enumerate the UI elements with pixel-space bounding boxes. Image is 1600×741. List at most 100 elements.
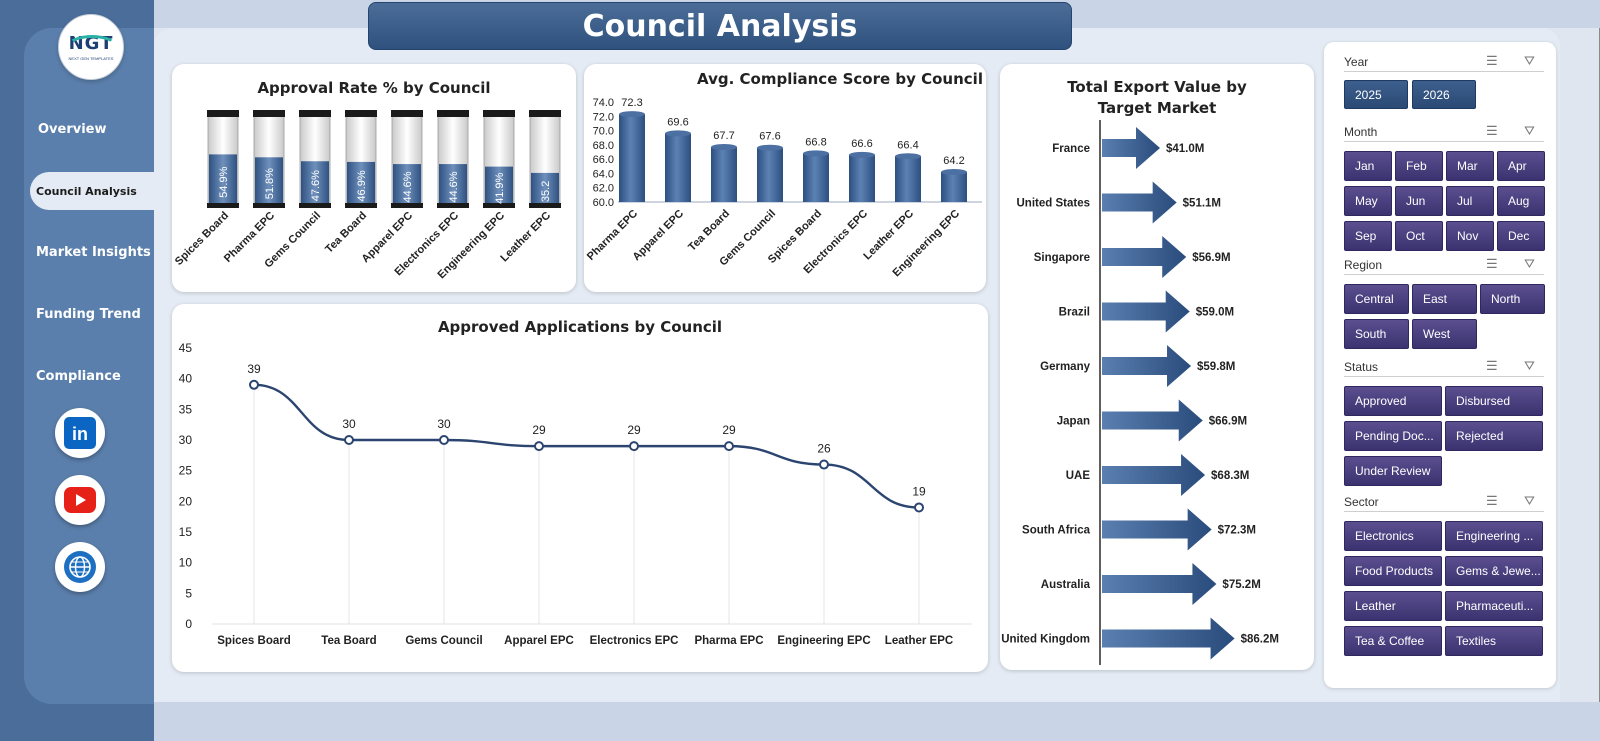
applications-point [914, 502, 924, 513]
slicer-region-option-west[interactable]: West [1412, 319, 1477, 349]
approval-bar [347, 161, 375, 203]
slicer-sector-option-tea-coffee[interactable]: Tea & Coffee [1344, 626, 1442, 656]
slicer-sector-option-engineering[interactable]: Engineering ... [1445, 521, 1543, 551]
multi-select-icon[interactable]: ☰ [1486, 358, 1498, 373]
export-value-card: Total Export Value by Target Market Fran… [1000, 64, 1314, 670]
slicer-month-option-oct[interactable]: Oct [1395, 221, 1443, 251]
approval-rate-title: Approval Rate % by Council [257, 79, 491, 97]
slicer-status-option-approved[interactable]: Approved [1344, 386, 1442, 416]
applications-category-label: Spices Board [217, 635, 291, 647]
multi-select-icon[interactable]: ☰ [1486, 53, 1498, 68]
svg-text:in: in [72, 424, 88, 444]
slicer-month-option-may[interactable]: May [1344, 186, 1392, 216]
nav-council-analysis[interactable]: Council Analysis [36, 185, 137, 198]
export-data-label: $41.0M [1166, 143, 1204, 155]
approval-bar [485, 166, 513, 203]
slicer-sector-option-electronics[interactable]: Electronics [1344, 521, 1442, 551]
export-data-label: $72.3M [1218, 525, 1256, 537]
approval-category-label: Spices Board [173, 210, 231, 268]
sidebar-panel [24, 28, 154, 704]
applications-data-label: 26 [817, 442, 831, 456]
compliance-bar-top [665, 130, 691, 137]
tube-cap [345, 110, 377, 117]
slicer-status-option-disbursed[interactable]: Disbursed [1445, 386, 1543, 416]
slicer-status-option-under-review[interactable]: Under Review [1344, 456, 1442, 486]
tube-base [437, 203, 469, 208]
applications-data-label: 29 [532, 423, 546, 437]
nav-market-insights[interactable]: Market Insights [36, 245, 151, 260]
slicer-sector-option-textiles[interactable]: Textiles [1445, 626, 1543, 656]
slicer-sector-option-pharmaceuti[interactable]: Pharmaceuti... [1445, 591, 1543, 621]
applications-data-label: 19 [912, 484, 926, 498]
nav-active-tab[interactable] [30, 172, 158, 210]
youtube-button[interactable] [55, 475, 105, 525]
slicer-month-option-jan[interactable]: Jan [1344, 151, 1392, 181]
website-button[interactable] [55, 542, 105, 592]
multi-select-icon[interactable]: ☰ [1486, 123, 1498, 138]
compliance-ytick: 72.0 [593, 111, 614, 123]
clear-filter-icon[interactable]: ⛛ [1524, 358, 1535, 373]
linkedin-button[interactable]: in [55, 408, 105, 458]
applications-data-label: 39 [247, 362, 261, 376]
slicer-year-option-2025[interactable]: 2025 [1344, 80, 1408, 109]
slicer-month-option-sep[interactable]: Sep [1344, 221, 1392, 251]
nav-compliance[interactable]: Compliance [36, 369, 121, 384]
applications-point [819, 459, 829, 470]
applications-data-label: 29 [722, 423, 736, 437]
export-arrow [1102, 181, 1177, 224]
slicer-month-option-jun[interactable]: Jun [1395, 186, 1443, 216]
compliance-bar-top [803, 150, 829, 157]
tube-cap [207, 110, 239, 117]
slicer-region-option-east[interactable]: East [1412, 284, 1477, 314]
compliance-bar-top [849, 151, 875, 158]
applications-data-label: 30 [437, 417, 451, 431]
export-arrow [1102, 617, 1235, 660]
clear-filter-icon[interactable]: ⛛ [1524, 493, 1535, 508]
clear-filter-icon[interactable]: ⛛ [1524, 123, 1535, 138]
slicer-month-option-jul[interactable]: Jul [1446, 186, 1494, 216]
nav-funding-trend[interactable]: Funding Trend [36, 307, 141, 322]
clear-filter-icon[interactable]: ⛛ [1524, 256, 1535, 271]
compliance-title: Avg. Compliance Score by Council [697, 70, 983, 88]
export-arrow [1102, 127, 1160, 169]
export-category-label: Brazil [1059, 307, 1090, 319]
multi-select-icon[interactable]: ☰ [1486, 493, 1498, 508]
compliance-data-label: 66.4 [897, 139, 918, 151]
slicer-status-option-pending-doc[interactable]: Pending Doc... [1344, 421, 1442, 451]
applications-data-label: 29 [627, 423, 641, 437]
clear-filter-icon[interactable]: ⛛ [1524, 53, 1535, 68]
slicer-region-option-south[interactable]: South [1344, 319, 1409, 349]
slicer-region-option-north[interactable]: North [1480, 284, 1545, 314]
applications-ytick: 10 [179, 556, 193, 570]
slicer-month-option-apr[interactable]: Apr [1497, 151, 1545, 181]
slicer-region-option-central[interactable]: Central [1344, 284, 1409, 314]
export-data-label: $86.2M [1241, 634, 1279, 646]
compliance-card: Avg. Compliance Score by Council 74.0 72.… [584, 64, 986, 292]
approval-data-label: 51.8% [264, 168, 276, 199]
slicer-region-divider [1344, 274, 1544, 275]
slicer-month-option-dec[interactable]: Dec [1497, 221, 1545, 251]
slicer-status-divider [1344, 376, 1544, 377]
multi-select-icon[interactable]: ☰ [1486, 256, 1498, 271]
compliance-data-label: 67.7 [713, 130, 734, 142]
approval-data-label: 35.2 [540, 181, 552, 202]
slicer-sector-label: Sector [1344, 495, 1379, 509]
slicer-month-option-mar[interactable]: Mar [1446, 151, 1494, 181]
applications-ytick: 40 [179, 372, 193, 386]
slicer-month-option-nov[interactable]: Nov [1446, 221, 1494, 251]
nav-overview[interactable]: Overview [38, 122, 107, 137]
applications-point [629, 441, 639, 452]
slicer-sector-option-leather[interactable]: Leather [1344, 591, 1442, 621]
slicer-month-option-aug[interactable]: Aug [1497, 186, 1545, 216]
slicer-sector-option-food-products[interactable]: Food Products [1344, 556, 1442, 586]
applications-ytick: 5 [185, 586, 192, 600]
slicer-sector-option-gems-jewe[interactable]: Gems & Jewe... [1445, 556, 1543, 586]
slicer-month-option-feb[interactable]: Feb [1395, 151, 1443, 181]
compliance-category-label: Tea Board [686, 208, 732, 254]
slicer-year-option-2026[interactable]: 2026 [1412, 80, 1476, 109]
slicer-status-option-rejected[interactable]: Rejected [1445, 421, 1543, 451]
export-category-label: Germany [1040, 361, 1090, 373]
tube-cap [391, 110, 423, 117]
approval-data-label: 44.6% [402, 171, 414, 202]
export-category-label: United Kingdom [1001, 634, 1090, 646]
